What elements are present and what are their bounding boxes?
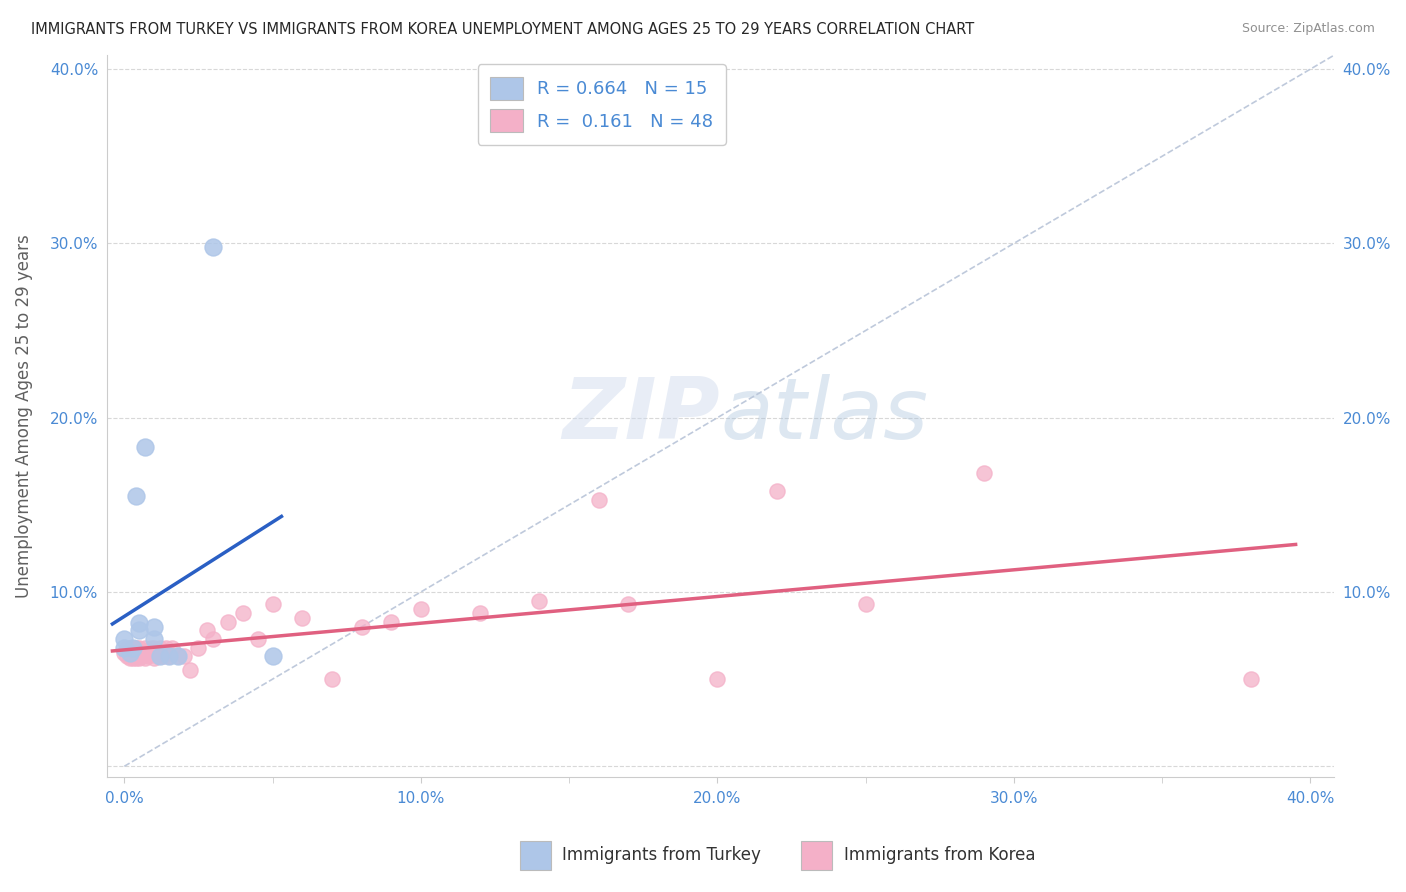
Text: Source: ZipAtlas.com: Source: ZipAtlas.com <box>1241 22 1375 36</box>
Point <box>128 640 150 655</box>
Point <box>380 615 402 629</box>
Point <box>122 651 145 665</box>
Point <box>973 467 995 481</box>
Point <box>122 640 145 655</box>
Point <box>855 597 877 611</box>
Legend: R = 0.664   N = 15, R =  0.161   N = 48: R = 0.664 N = 15, R = 0.161 N = 48 <box>478 64 725 145</box>
Text: IMMIGRANTS FROM TURKEY VS IMMIGRANTS FROM KOREA UNEMPLOYMENT AMONG AGES 25 TO 29: IMMIGRANTS FROM TURKEY VS IMMIGRANTS FRO… <box>31 22 974 37</box>
Point <box>125 651 148 665</box>
Text: Immigrants from Korea: Immigrants from Korea <box>844 847 1035 864</box>
Point <box>112 646 135 660</box>
Point <box>136 649 159 664</box>
Text: ZIP: ZIP <box>562 375 720 458</box>
Point <box>112 640 135 655</box>
Point <box>157 649 180 664</box>
Point <box>187 640 209 655</box>
Point <box>262 649 284 664</box>
Point <box>142 651 165 665</box>
Point <box>321 672 343 686</box>
Text: atlas: atlas <box>720 375 928 458</box>
Point <box>120 651 142 665</box>
Point <box>529 593 551 607</box>
Point <box>765 483 787 498</box>
Text: Immigrants from Turkey: Immigrants from Turkey <box>562 847 761 864</box>
Point <box>179 664 201 678</box>
Point <box>232 606 254 620</box>
Point <box>120 640 142 655</box>
Point <box>173 649 195 664</box>
Point <box>468 606 491 620</box>
Point <box>217 615 239 629</box>
Point <box>134 651 156 665</box>
Point <box>128 616 150 631</box>
Point <box>142 632 165 646</box>
Point <box>117 640 139 655</box>
Point <box>134 440 156 454</box>
Point <box>120 646 142 660</box>
Point <box>262 597 284 611</box>
Point <box>128 624 150 638</box>
Point <box>128 651 150 665</box>
Point <box>202 632 225 646</box>
Point <box>409 602 432 616</box>
Point <box>166 649 188 664</box>
Point <box>160 640 183 655</box>
Y-axis label: Unemployment Among Ages 25 to 29 years: Unemployment Among Ages 25 to 29 years <box>15 234 32 598</box>
Point <box>157 649 180 664</box>
Point <box>246 632 269 646</box>
Point <box>134 640 156 655</box>
Point <box>588 492 610 507</box>
Point <box>139 640 162 655</box>
Point <box>152 649 174 664</box>
Point <box>142 640 165 655</box>
Point <box>350 620 373 634</box>
Point <box>706 672 728 686</box>
Point <box>149 640 172 655</box>
Point <box>1240 672 1263 686</box>
Point <box>125 489 148 503</box>
Point <box>146 649 169 664</box>
Point <box>131 649 153 664</box>
Point <box>117 649 139 664</box>
Point <box>125 640 148 655</box>
Point <box>122 640 145 655</box>
Point <box>155 640 177 655</box>
Point <box>142 620 165 634</box>
Point <box>202 240 225 254</box>
Point <box>166 649 188 664</box>
Point <box>617 597 640 611</box>
Point <box>112 632 135 646</box>
Point <box>195 624 218 638</box>
Point <box>149 649 172 664</box>
Point <box>291 611 314 625</box>
